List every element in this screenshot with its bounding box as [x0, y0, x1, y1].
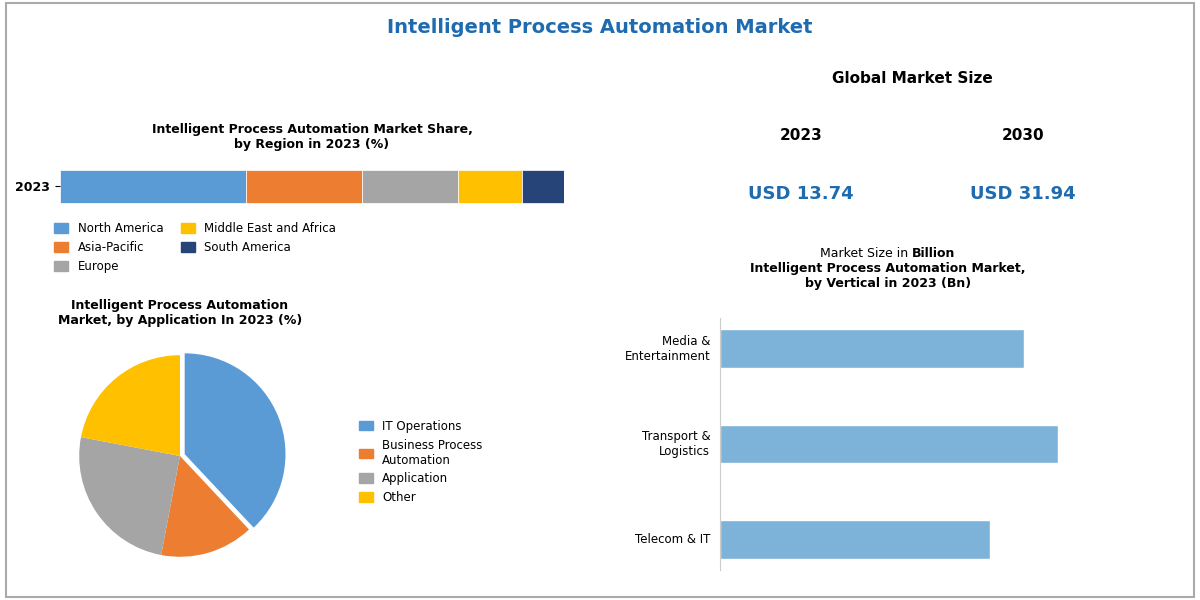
Wedge shape: [185, 353, 286, 527]
Bar: [362, 169, 458, 202]
Text: Intelligent Process Automation Market,
by Vertical in 2023 (Bn): Intelligent Process Automation Market, b…: [750, 262, 1026, 290]
Bar: [720, 425, 1057, 463]
Bar: [720, 520, 990, 559]
Title: Intelligent Process Automation
Market, by Application In 2023 (%): Intelligent Process Automation Market, b…: [58, 299, 302, 328]
Text: Intelligent Process Automation Market: Intelligent Process Automation Market: [388, 18, 812, 37]
Wedge shape: [161, 456, 250, 557]
Bar: [60, 169, 246, 202]
Text: Global Market Size: Global Market Size: [832, 71, 992, 86]
Text: USD 31.94: USD 31.94: [970, 185, 1075, 203]
Legend: IT Operations, Business Process
Automation, Application, Other: IT Operations, Business Process Automati…: [354, 415, 487, 509]
Bar: [458, 169, 522, 202]
Bar: [246, 169, 362, 202]
Text: Billion: Billion: [912, 247, 955, 260]
Legend: North America, Asia-Pacific, Europe, Middle East and Africa, South America: North America, Asia-Pacific, Europe, Mid…: [54, 222, 336, 273]
Wedge shape: [80, 355, 180, 456]
Text: USD 13.74: USD 13.74: [749, 185, 854, 203]
Text: 2023: 2023: [780, 128, 822, 143]
Text: Market Size in: Market Size in: [820, 247, 912, 260]
Wedge shape: [79, 437, 180, 555]
Bar: [720, 329, 1024, 368]
Text: 2030: 2030: [1002, 128, 1044, 143]
Title: Intelligent Process Automation Market Share,
by Region in 2023 (%): Intelligent Process Automation Market Sh…: [151, 122, 473, 151]
Bar: [522, 169, 564, 202]
